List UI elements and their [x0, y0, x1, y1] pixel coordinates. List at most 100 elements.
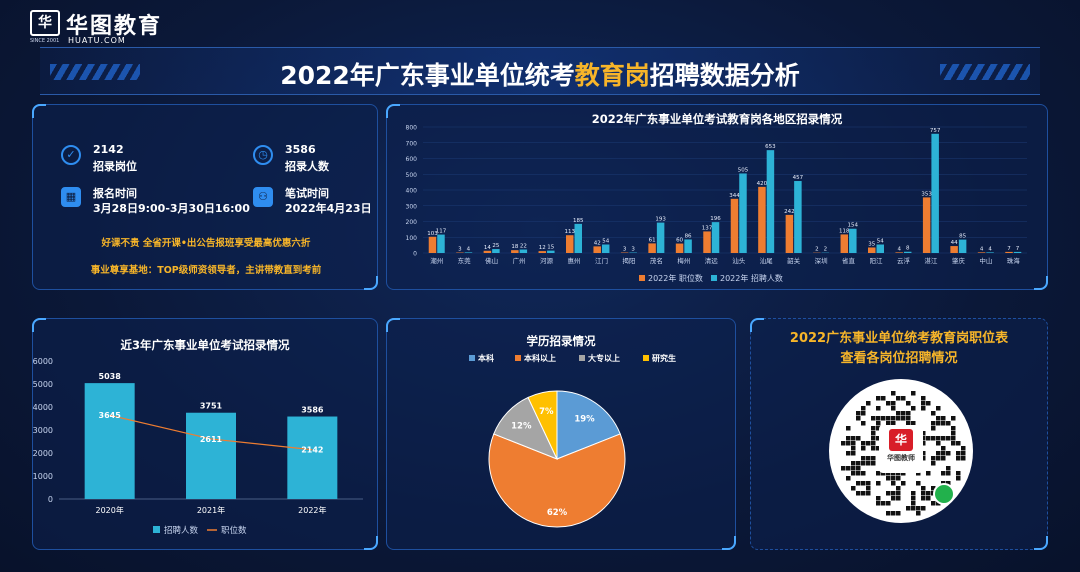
qr-module: [846, 451, 851, 456]
bar-value-label: 3586: [301, 406, 324, 415]
bar-value-label: 54: [602, 238, 609, 244]
bar-positions: [1005, 251, 1013, 253]
qr-module: [941, 456, 946, 461]
x-tick-label: 湛江: [924, 257, 938, 265]
bar-value-label: 118: [839, 228, 850, 234]
check-circle-icon: ✓: [61, 145, 81, 165]
bar-value-label: 137: [702, 225, 713, 231]
y-tick-label: 100: [406, 235, 418, 242]
qr-module: [921, 491, 926, 496]
qr-module: [876, 501, 881, 506]
qr-module: [876, 421, 881, 426]
qr-module: [861, 406, 866, 411]
qr-module: [896, 496, 901, 501]
qr-module: [891, 471, 896, 476]
qr-module: [936, 416, 941, 421]
people-label: 招录人数: [285, 160, 329, 173]
qr-module: [956, 451, 961, 456]
qr-module: [911, 406, 916, 411]
qr-module: [876, 406, 881, 411]
qr-module: [876, 396, 881, 401]
bar-value-label: 103: [427, 231, 438, 237]
bar-value-label: 42: [594, 240, 601, 246]
qr-module: [941, 421, 946, 426]
qr-module: [916, 471, 921, 476]
education-pie-chart: 本科 本科以上 大专以上 研究生 19% 62% 12% 7%: [469, 353, 676, 528]
stripe-decoration-left: [50, 64, 140, 80]
bar-people: [766, 150, 775, 253]
bar-value-label: 4: [467, 246, 471, 252]
trend-combo-chart: 0 1000 2000 3000 4000 5000 6000 5038 2020年 3751 20…: [33, 357, 363, 536]
qr-module: [901, 471, 906, 476]
legend-swatch: [643, 355, 649, 361]
bar-people: [84, 383, 135, 499]
bar-value-label: 44: [951, 240, 958, 246]
bar-value-label: 54: [877, 238, 884, 244]
bar-value-label: 85: [959, 234, 966, 240]
bar-people: [1013, 251, 1022, 253]
y-tick-label: 0: [48, 495, 53, 504]
qr-module: [886, 511, 891, 516]
qr-code[interactable]: 华 华图教师: [829, 379, 973, 523]
qr-module: [931, 411, 936, 416]
bar-positions: [483, 250, 492, 253]
bar-value-label: 113: [565, 229, 576, 235]
bar-people: [287, 416, 338, 499]
qr-module: [886, 421, 891, 426]
bar-value-label: 8: [906, 246, 910, 252]
qr-module: [861, 446, 866, 451]
logo-url: HUATU.COM: [68, 36, 126, 45]
bar-value-label: 3: [631, 247, 635, 253]
promo-line-1: 好课不贵 全省开课•出公告报班享受最高优惠六折: [101, 238, 311, 249]
qr-module: [896, 471, 901, 476]
qr-module: [911, 491, 916, 496]
qr-module: [861, 491, 866, 496]
bar-value-label: 117: [436, 229, 447, 235]
bar-positions: [538, 251, 547, 253]
x-tick-label: 河源: [540, 256, 554, 265]
qr-module: [871, 426, 876, 431]
qr-module: [876, 416, 881, 421]
qr-module: [851, 446, 856, 451]
x-tick-label: 2020年: [95, 505, 123, 515]
legend-label: 研究生: [652, 353, 676, 363]
qr-module: [876, 446, 881, 451]
qr-module: [856, 416, 861, 421]
qr-module: [861, 411, 866, 416]
bar-positions: [648, 243, 656, 253]
qr-module: [921, 456, 926, 461]
qr-module: [936, 456, 941, 461]
x-tick-label: 中山: [979, 256, 992, 265]
qr-module: [931, 461, 936, 466]
qr-module: [871, 461, 876, 466]
qr-module: [871, 446, 876, 451]
x-tick-label: 清远: [705, 256, 719, 265]
bar-value-label: 7: [1016, 246, 1020, 252]
bar-value-label: 154: [848, 223, 859, 229]
qr-module: [886, 416, 891, 421]
bar-value-label: 4: [897, 246, 901, 252]
positions-label: 招录岗位: [93, 160, 137, 173]
bar-people: [547, 250, 555, 253]
huatu-logo[interactable]: 华 华图教育 SINCE 2001 HUATU.COM: [30, 10, 170, 45]
info-panel: ✓ 2142 招录岗位 ◷ 3586 招录人数 ▦ 报名时间 3月28日9:00…: [32, 104, 378, 290]
info-exam: ⚇ 笔试时间 2022年4月23日: [253, 185, 413, 215]
qr-module: [911, 506, 916, 511]
legend-label-people: 2022年 招聘人数: [720, 273, 783, 283]
x-tick-label: 茂名: [650, 256, 663, 265]
bar-value-label: 185: [573, 218, 584, 224]
register-icon: ▦: [61, 187, 81, 207]
qr-module: [891, 511, 896, 516]
qr-module: [941, 451, 946, 456]
y-tick-label: 5000: [33, 380, 53, 389]
qr-module: [906, 506, 911, 511]
bar-value-label: 2: [815, 247, 819, 253]
qr-module: [911, 496, 916, 501]
bar-value-label: 5038: [99, 372, 122, 381]
line-value-label: 3645: [99, 411, 122, 420]
qr-module: [956, 476, 961, 481]
qr-module: [871, 431, 876, 436]
logo-name: 华图教育: [66, 14, 163, 39]
qr-module: [861, 471, 866, 476]
